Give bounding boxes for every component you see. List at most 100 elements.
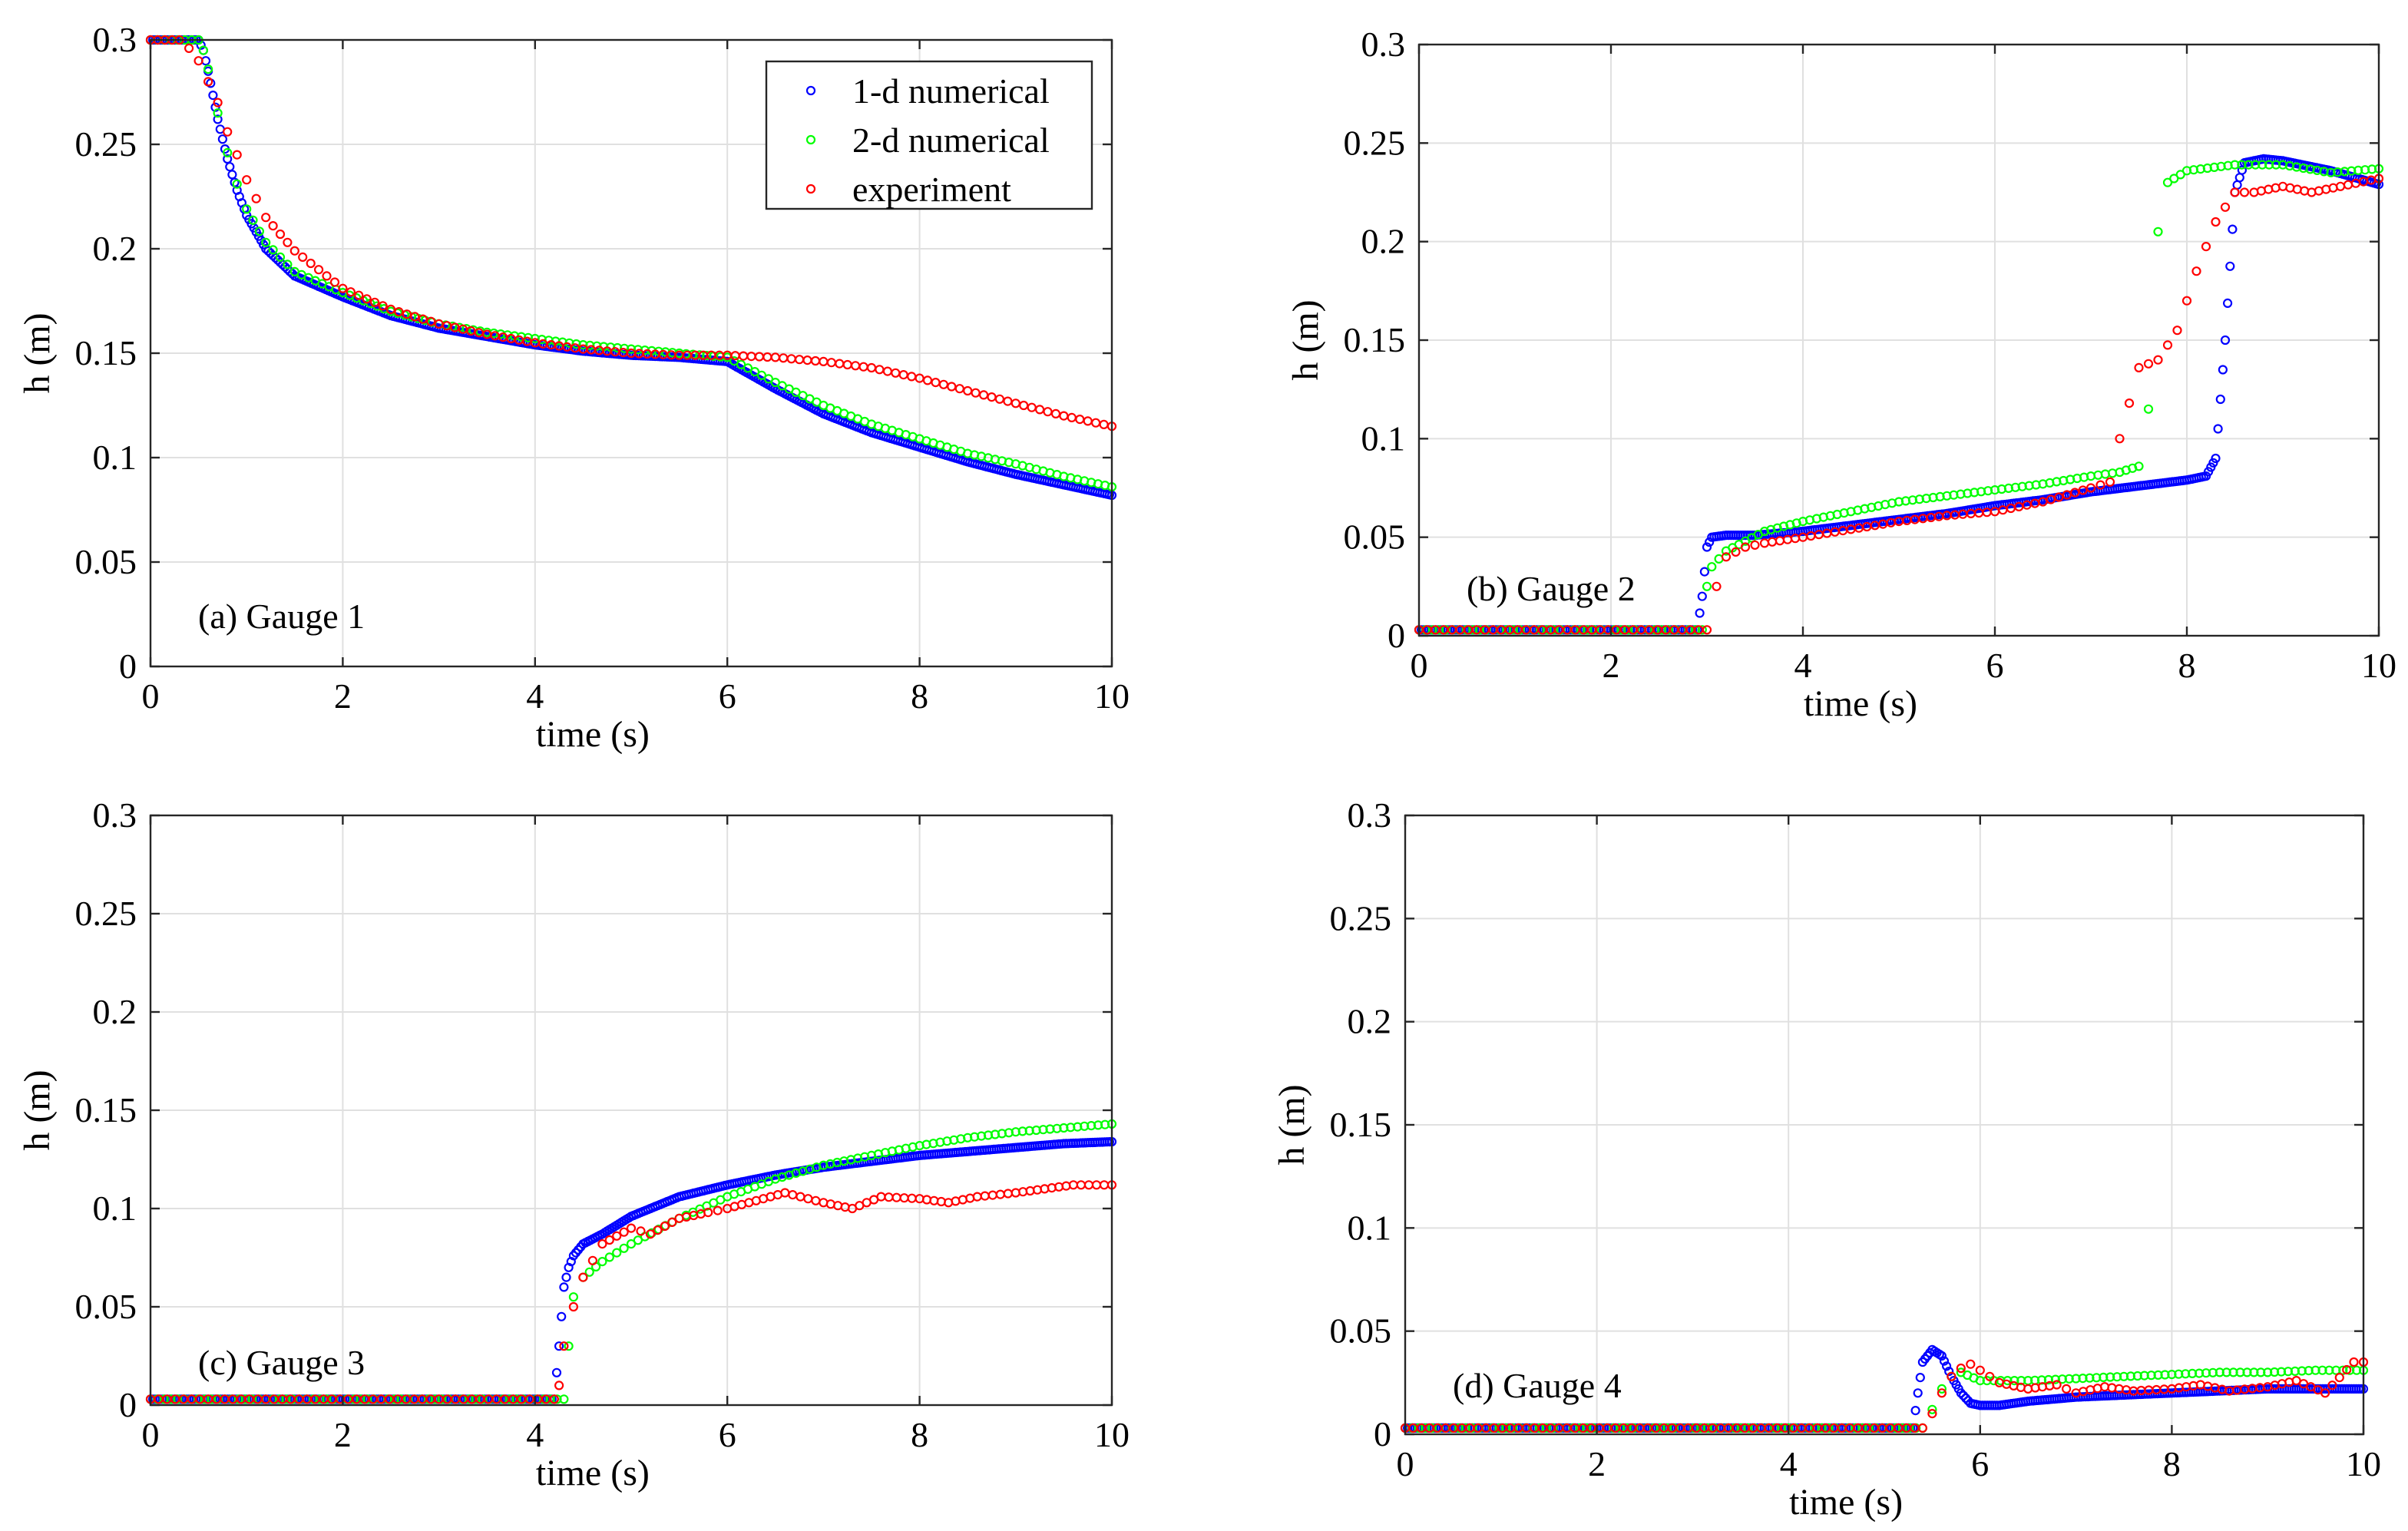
x-tick-label: 6: [719, 676, 736, 716]
data-point: [1743, 1423, 1753, 1433]
data-point: [1494, 1423, 1504, 1433]
x-tick-label: 0: [142, 1415, 160, 1454]
legend-marker: [805, 184, 816, 194]
panel-2: 0 2 4 6 8 10 0 0.05 0.1 0.15 0.2 0.25 0.3 time (s) h (…: [1285, 25, 2396, 724]
data-point: [551, 1367, 562, 1377]
data-point: [261, 213, 271, 223]
y-tick-label: 0.15: [75, 333, 137, 372]
data-point: [1778, 521, 1789, 531]
data-point: [2105, 477, 2115, 487]
data-point: [2256, 1367, 2266, 1377]
x-tick-label: 10: [2346, 1444, 2381, 1483]
y-axis-label: h (m): [17, 1070, 58, 1150]
data-point: [322, 271, 332, 281]
panel-caption: (c) Gauge 3: [198, 1343, 365, 1382]
x-axis-label: time (s): [1804, 683, 1917, 724]
data-point: [1985, 1371, 1995, 1381]
data-point: [298, 252, 308, 262]
x-tick-label: 4: [1794, 646, 1812, 685]
data-point: [1662, 1423, 1672, 1433]
y-tick-label: 0.15: [75, 1090, 137, 1129]
data-point: [1434, 625, 1444, 635]
data-point: [1817, 1423, 1827, 1433]
data-point: [283, 260, 293, 269]
y-tick-label: 0.05: [75, 1287, 137, 1326]
data-point: [1575, 1423, 1585, 1433]
data-point: [1975, 1375, 1985, 1386]
data-point: [1731, 547, 1741, 557]
x-tick-label: 4: [526, 1415, 544, 1454]
data-point: [2338, 1365, 2348, 1375]
data-point: [1702, 581, 1712, 591]
data-markers: [1414, 154, 2384, 635]
x-tick-label: 6: [1986, 646, 2004, 685]
data-point: [1913, 1388, 1923, 1398]
data-point: [2134, 362, 2144, 372]
data-point: [1740, 542, 1751, 552]
data-point: [240, 1394, 250, 1404]
data-point: [922, 375, 933, 385]
data-point: [619, 1227, 629, 1237]
data-point: [261, 237, 271, 247]
series-experiment: [1414, 174, 2384, 635]
data-point: [1759, 526, 1770, 537]
data-point: [568, 1301, 579, 1312]
y-tick-label: 0: [119, 646, 137, 686]
data-point: [568, 1292, 579, 1302]
data-point: [703, 1207, 713, 1218]
data-point: [281, 1394, 291, 1404]
data-point: [559, 1341, 569, 1351]
data-point: [2223, 298, 2233, 308]
data-point: [667, 1217, 677, 1228]
data-point: [1702, 625, 1712, 635]
data-point: [1616, 1423, 1626, 1433]
data-point: [584, 1267, 594, 1277]
data-point: [2242, 1367, 2252, 1377]
data-point: [1736, 1423, 1746, 1433]
data-point: [645, 1229, 656, 1239]
data-point: [619, 1243, 629, 1253]
y-tick-label: 0.3: [1361, 25, 1406, 64]
data-point: [994, 394, 1005, 404]
data-point: [2228, 224, 2238, 234]
x-tick-label: 6: [719, 1415, 736, 1454]
x-tick-label: 2: [1588, 1444, 1606, 1483]
data-point: [564, 1341, 574, 1351]
data-point: [198, 45, 208, 55]
data-point: [306, 258, 316, 269]
data-point: [2220, 202, 2231, 212]
x-tick-label: 8: [2163, 1444, 2181, 1483]
x-tick-label: 0: [1411, 646, 1428, 685]
y-tick-label: 0.1: [93, 1189, 137, 1228]
data-point: [315, 1394, 325, 1404]
data-point: [559, 1394, 569, 1404]
data-point: [1622, 1423, 1632, 1433]
data-point: [1508, 625, 1519, 635]
data-point: [1541, 1423, 1551, 1433]
y-tick-label: 0.2: [1348, 1002, 1392, 1041]
data-point: [2218, 365, 2228, 375]
data-point: [1937, 1388, 1947, 1398]
data-point: [1956, 1388, 1966, 1398]
data-point: [713, 1205, 723, 1215]
data-point: [362, 294, 372, 304]
data-point: [227, 170, 237, 180]
y-tick-label: 0: [119, 1385, 137, 1424]
series-experiment: [145, 1180, 1117, 1404]
x-tick-label: 4: [1780, 1444, 1798, 1483]
data-point: [660, 1221, 670, 1232]
y-axis-label: h (m): [1285, 299, 1326, 380]
data-point: [426, 316, 436, 326]
data-point: [1766, 524, 1776, 534]
x-axis-label: time (s): [536, 714, 650, 755]
data-point: [1474, 625, 1485, 635]
y-tick-label: 0.2: [1361, 222, 1406, 261]
data-point: [1696, 1423, 1706, 1433]
y-tick-label: 0.05: [1330, 1311, 1392, 1351]
data-point: [1956, 1363, 1966, 1374]
panel-caption: (d) Gauge 4: [1453, 1366, 1622, 1405]
legend: 1-d numerical 2-d numerical experiment: [765, 60, 1093, 210]
panel-4: 0 2 4 6 8 10 0 0.05 0.1 0.15 0.2 0.25 0.3 time (s) h (…: [1272, 795, 2381, 1523]
data-point: [208, 90, 218, 101]
data-point: [184, 43, 194, 54]
